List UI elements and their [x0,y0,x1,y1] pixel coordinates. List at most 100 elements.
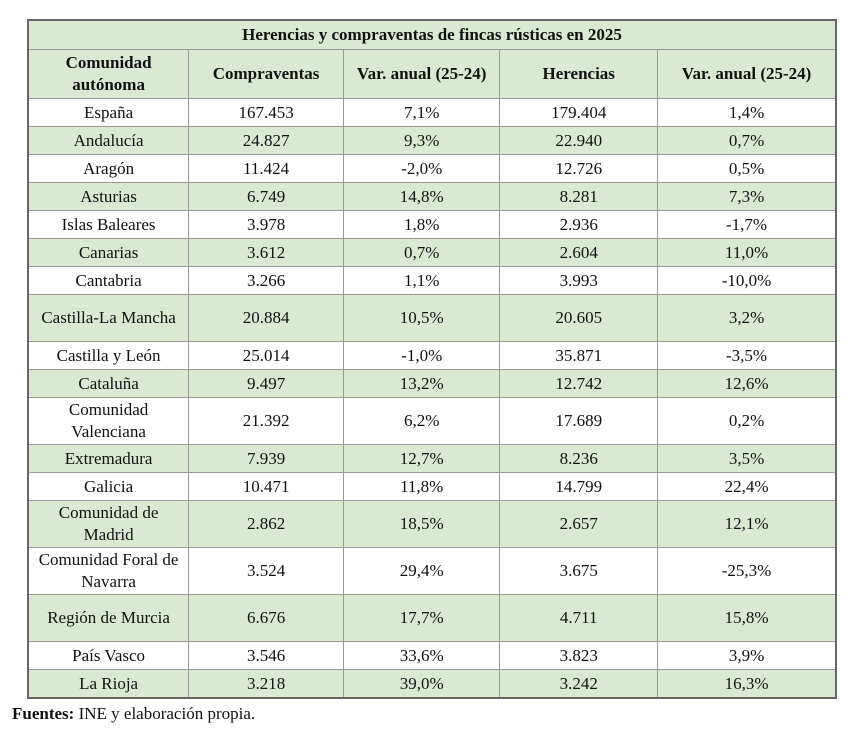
herencias-var-cell: 1,4% [657,98,837,127]
compraventas-cell: 21.392 [188,397,344,445]
compraventas-var-cell: 11,8% [342,472,501,501]
compraventas-cell: 6.676 [188,594,344,642]
compraventas-var-cell: 13,2% [342,369,501,398]
column-header: Compraventas [188,49,344,99]
herencias-cell: 8.281 [499,182,659,211]
table-row: Región de Murcia 6.676 17,7% 4.711 15,8% [27,594,837,642]
herencias-cell: 17.689 [499,397,659,445]
region-cell: Andalucía [27,126,190,155]
compraventas-var-cell: 39,0% [342,669,501,699]
compraventas-cell: 3.978 [188,210,344,239]
herencias-var-cell: 0,5% [657,154,837,183]
compraventas-var-cell: 29,4% [342,547,501,595]
region-cell: Castilla y León [27,341,190,370]
compraventas-var-cell: -1,0% [342,341,501,370]
column-header: Var. anual (25-24) [342,49,501,99]
column-header: Comunidad autónoma [27,49,190,99]
herencias-var-cell: 11,0% [657,238,837,267]
herencias-cell: 179.404 [499,98,659,127]
herencias-var-cell: -10,0% [657,266,837,295]
region-cell: País Vasco [27,641,190,670]
region-cell: Aragón [27,154,190,183]
compraventas-var-cell: 33,6% [342,641,501,670]
source-label: Fuentes: [12,704,75,723]
herencias-cell: 2.604 [499,238,659,267]
table-row: España 167.453 7,1% 179.404 1,4% [27,98,837,127]
table-row: Aragón 11.424 -2,0% 12.726 0,5% [27,154,837,183]
compraventas-var-cell: 18,5% [342,500,501,548]
herencias-var-cell: 3,5% [657,444,837,473]
compraventas-var-cell: 12,7% [342,444,501,473]
data-table: Herencias y compraventas de fincas rústi… [27,19,837,699]
compraventas-cell: 3.612 [188,238,344,267]
herencias-var-cell: -1,7% [657,210,837,239]
region-cell: España [27,98,190,127]
region-cell: Extremadura [27,444,190,473]
compraventas-cell: 25.014 [188,341,344,370]
table-row: La Rioja 3.218 39,0% 3.242 16,3% [27,669,837,699]
compraventas-cell: 11.424 [188,154,344,183]
herencias-var-cell: 3,2% [657,294,837,342]
compraventas-var-cell: 6,2% [342,397,501,445]
source-note: Fuentes: INE y elaboración propia. [12,704,255,724]
table-row: Comunidad Valenciana 21.392 6,2% 17.689 0,2% [27,397,837,445]
herencias-var-cell: 0,2% [657,397,837,445]
herencias-cell: 3.823 [499,641,659,670]
table-row: Islas Baleares 3.978 1,8% 2.936 -1,7% [27,210,837,239]
table-row: Galicia 10.471 11,8% 14.799 22,4% [27,472,837,501]
compraventas-cell: 3.546 [188,641,344,670]
column-header: Herencias [499,49,659,99]
herencias-cell: 4.711 [499,594,659,642]
compraventas-cell: 10.471 [188,472,344,501]
compraventas-var-cell: 17,7% [342,594,501,642]
herencias-cell: 3.993 [499,266,659,295]
herencias-var-cell: 12,1% [657,500,837,548]
compraventas-var-cell: 9,3% [342,126,501,155]
herencias-cell: 12.726 [499,154,659,183]
region-cell: Comunidad de Madrid [27,500,190,548]
herencias-cell: 20.605 [499,294,659,342]
herencias-cell: 8.236 [499,444,659,473]
region-cell: Comunidad Foral de Navarra [27,547,190,595]
table-title: Herencias y compraventas de fincas rústi… [27,19,837,50]
region-cell: Castilla-La Mancha [27,294,190,342]
source-text: INE y elaboración propia. [74,704,256,723]
table-row: Comunidad Foral de Navarra 3.524 29,4% 3.67… [27,547,837,595]
region-cell: Región de Murcia [27,594,190,642]
herencias-cell: 3.675 [499,547,659,595]
compraventas-cell: 2.862 [188,500,344,548]
compraventas-var-cell: 1,8% [342,210,501,239]
herencias-cell: 22.940 [499,126,659,155]
header-row: Comunidad autónoma Compraventas Var. anu… [27,49,837,99]
region-cell: Cantabria [27,266,190,295]
region-cell: Comunidad Valenciana [27,397,190,445]
compraventas-var-cell: 7,1% [342,98,501,127]
herencias-var-cell: 22,4% [657,472,837,501]
table-row: País Vasco 3.546 33,6% 3.823 3,9% [27,641,837,670]
compraventas-cell: 20.884 [188,294,344,342]
compraventas-var-cell: 10,5% [342,294,501,342]
herencias-cell: 3.242 [499,669,659,699]
compraventas-var-cell: -2,0% [342,154,501,183]
compraventas-cell: 7.939 [188,444,344,473]
region-cell: Asturias [27,182,190,211]
table-row: Extremadura 7.939 12,7% 8.236 3,5% [27,444,837,473]
herencias-cell: 2.657 [499,500,659,548]
compraventas-cell: 24.827 [188,126,344,155]
compraventas-cell: 3.266 [188,266,344,295]
table-row: Comunidad de Madrid 2.862 18,5% 2.657 12,1% [27,500,837,548]
herencias-cell: 12.742 [499,369,659,398]
region-cell: Canarias [27,238,190,267]
compraventas-cell: 167.453 [188,98,344,127]
herencias-var-cell: -25,3% [657,547,837,595]
region-cell: Islas Baleares [27,210,190,239]
herencias-var-cell: 0,7% [657,126,837,155]
herencias-var-cell: 3,9% [657,641,837,670]
compraventas-var-cell: 1,1% [342,266,501,295]
compraventas-cell: 6.749 [188,182,344,211]
herencias-cell: 35.871 [499,341,659,370]
table-row: Castilla-La Mancha 20.884 10,5% 20.605 3,2% [27,294,837,342]
compraventas-cell: 9.497 [188,369,344,398]
herencias-var-cell: 15,8% [657,594,837,642]
compraventas-cell: 3.218 [188,669,344,699]
